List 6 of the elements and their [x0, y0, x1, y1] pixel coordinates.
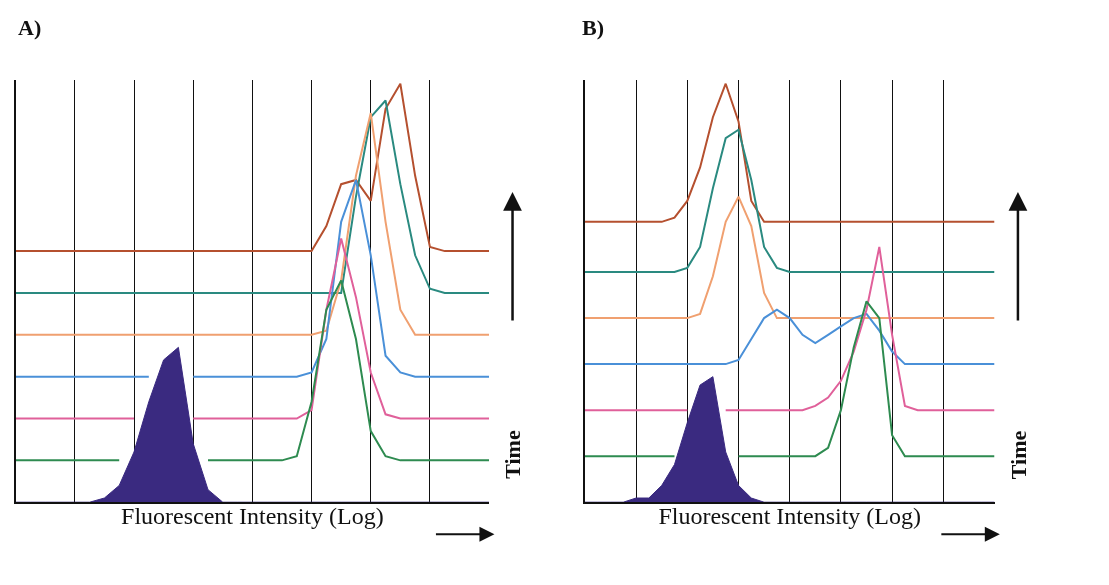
y-axis-title: Time [1005, 430, 1031, 480]
x-axis-title: Fluorescent Intensity (Log) [121, 502, 384, 529]
chart-title: A) [18, 15, 42, 40]
x-axis-title: Fluorescent Intensity (Log) [658, 502, 921, 529]
chart-title: B) [582, 15, 604, 40]
y-axis-title: Time [500, 430, 526, 479]
